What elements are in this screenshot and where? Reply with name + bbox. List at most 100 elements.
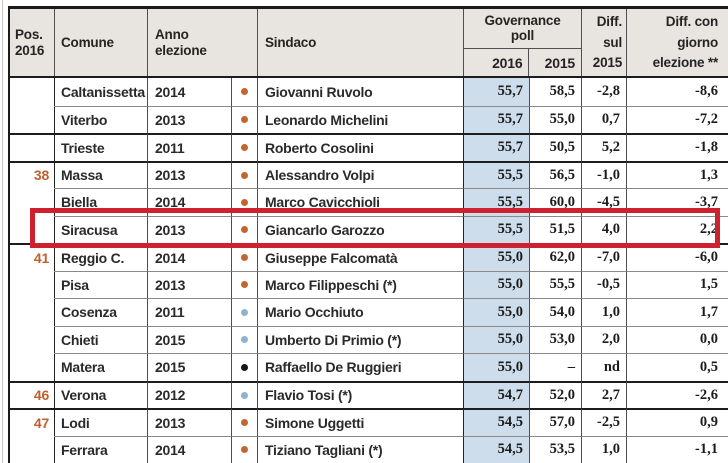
pos-cell xyxy=(10,435,55,463)
header-anno-elezione: Anno elezione xyxy=(148,9,258,76)
party-dot-cell xyxy=(232,105,258,133)
comune-cell: Lodi xyxy=(55,408,148,436)
header-pos-line1: Pos. xyxy=(15,27,43,43)
anno-cell: 2013 xyxy=(148,105,232,133)
comune-cell: Pisa xyxy=(55,270,148,298)
poll-2015-cell: 51,5 xyxy=(530,215,582,243)
party-dot-cell xyxy=(232,408,258,436)
party-dot-icon xyxy=(241,391,248,399)
diff-2015-cell: 2,0 xyxy=(582,325,627,353)
poll-2015-cell: 54,0 xyxy=(530,298,582,326)
party-dot-icon xyxy=(241,226,248,234)
table-body: Caltanissetta 2014 Giovanni Ruvolo 55,7 … xyxy=(10,78,728,463)
diff-election-cell: 1,5 xyxy=(627,270,728,299)
pos-cell xyxy=(10,325,55,353)
header-diff-sul-2015: Diff. sul 2015 xyxy=(582,9,627,76)
diff-2015-cell: -2,8 xyxy=(582,78,627,106)
party-dot-icon xyxy=(241,419,248,427)
party-dot-cell xyxy=(232,188,258,216)
comune-cell: Siracusa xyxy=(55,215,148,243)
table-row: Matera 2015 Raffaello De Ruggieri 55,0 –… xyxy=(10,353,728,381)
poll-2015-cell: 55,0 xyxy=(530,105,582,133)
diff-2015-cell: -4,5 xyxy=(582,188,627,216)
header-pos: Pos. 2016 xyxy=(10,9,55,76)
party-dot-cell xyxy=(232,298,258,326)
party-dot-icon xyxy=(241,171,248,179)
poll-2015-cell: 57,0 xyxy=(530,408,582,436)
table-row: Siracusa 2013 Giancarlo Garozzo 55,5 51,… xyxy=(10,207,728,248)
party-dot-icon xyxy=(241,363,248,371)
sindaco-cell: Leonardo Michelini xyxy=(258,105,464,133)
sindaco-cell: Roberto Cosolini xyxy=(258,133,464,161)
poll-2015-cell: 56,5 xyxy=(530,160,582,188)
comune-cell: Massa xyxy=(55,160,148,188)
poll-2016-cell: 55,0 xyxy=(464,243,530,271)
anno-cell: 2013 xyxy=(148,215,232,243)
header-governance-poll-label: Governance poll xyxy=(464,9,581,49)
anno-cell: 2011 xyxy=(148,133,232,161)
anno-cell: 2012 xyxy=(148,380,232,408)
table-row: Ferrara 2014 Tiziano Tagliani (*) 54,5 5… xyxy=(10,435,728,463)
party-dot-icon xyxy=(241,116,248,124)
header-diff-giorno-elezione: Diff. con giorno elezione ** xyxy=(652,14,719,71)
poll-2015-cell: 62,0 xyxy=(530,243,582,271)
anno-cell: 2014 xyxy=(148,188,232,216)
comune-cell: Matera xyxy=(55,353,148,381)
comune-cell: Verona xyxy=(55,380,148,408)
header-comune: Comune xyxy=(55,9,148,76)
comune-cell: Viterbo xyxy=(55,105,148,133)
poll-2016-cell: 55,7 xyxy=(464,133,530,161)
diff-election-cell: -7,2 xyxy=(627,105,728,134)
poll-2015-cell: 58,5 xyxy=(530,78,582,106)
table-row: Trieste 2011 Roberto Cosolini 55,7 50,5 … xyxy=(10,133,728,161)
poll-2016-cell: 55,5 xyxy=(464,160,530,188)
diff-election-cell: -1,8 xyxy=(627,133,728,161)
party-dot-icon xyxy=(241,281,248,289)
diff-election-cell: 1,7 xyxy=(627,298,728,326)
comune-cell: Ferrara xyxy=(55,435,148,463)
table-row: 41 Reggio C. 2014 Giuseppe Falcomatà 55,… xyxy=(10,243,728,271)
party-dot-cell xyxy=(232,215,258,243)
party-dot-cell xyxy=(232,160,258,188)
diff-2015-cell: 5,2 xyxy=(582,133,627,161)
party-dot-icon xyxy=(241,336,248,344)
comune-cell: Cosenza xyxy=(55,298,148,326)
sindaco-cell: Simone Uggetti xyxy=(258,408,464,436)
table-row: Biella 2014 Marco Cavicchioli 55,5 60,0 … xyxy=(10,188,728,216)
table-row: Pisa 2013 Marco Filippeschi (*) 55,0 55,… xyxy=(10,270,728,299)
diff-election-cell: -1,1 xyxy=(627,435,728,463)
diff-2015-cell: -1,0 xyxy=(582,160,627,188)
header-col-2016: 2016 xyxy=(464,48,530,76)
governance-poll-table: Pos. 2016 Comune Anno elezione Sindaco G… xyxy=(8,6,728,463)
party-dot-cell xyxy=(232,353,258,381)
anno-cell: 2014 xyxy=(148,243,232,271)
anno-cell: 2011 xyxy=(148,298,232,326)
sindaco-cell: Marco Filippeschi (*) xyxy=(258,270,464,298)
sindaco-cell: Mario Occhiuto xyxy=(258,298,464,326)
poll-2016-cell: 55,5 xyxy=(464,188,530,216)
poll-2015-cell: 53,0 xyxy=(530,325,582,353)
party-dot-cell xyxy=(232,435,258,463)
table-row: 47 Lodi 2013 Simone Uggetti 54,5 57,0 -2… xyxy=(10,408,728,436)
party-dot-cell xyxy=(232,78,258,106)
sindaco-cell: Flavio Tosi (*) xyxy=(258,380,464,408)
party-dot-cell xyxy=(232,325,258,353)
comune-cell: Trieste xyxy=(55,133,148,161)
poll-2016-cell: 55,0 xyxy=(464,270,530,298)
comune-cell: Biella xyxy=(55,188,148,216)
anno-cell: 2015 xyxy=(148,325,232,353)
poll-2016-cell: 55,7 xyxy=(464,78,530,106)
poll-2015-cell: 52,0 xyxy=(530,380,582,408)
poll-2016-cell: 55,0 xyxy=(464,298,530,326)
table-row: Viterbo 2013 Leonardo Michelini 55,7 55,… xyxy=(10,105,728,134)
sindaco-cell: Alessandro Volpi xyxy=(258,160,464,188)
pos-cell xyxy=(10,78,55,106)
pos-cell xyxy=(10,105,55,133)
poll-2016-cell: 54,5 xyxy=(464,408,530,436)
poll-2016-cell: 55,0 xyxy=(464,353,530,381)
header-pos-line2: 2016 xyxy=(15,42,45,58)
diff-election-cell: -6,0 xyxy=(627,243,728,271)
party-dot-icon xyxy=(241,254,248,262)
sindaco-cell: Giovanni Ruvolo xyxy=(258,78,464,106)
